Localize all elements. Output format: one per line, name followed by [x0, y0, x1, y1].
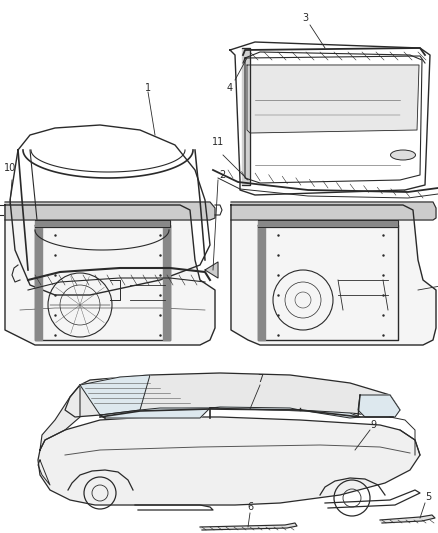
- Text: 9: 9: [370, 420, 376, 430]
- Polygon shape: [358, 395, 400, 417]
- Polygon shape: [247, 65, 419, 133]
- Polygon shape: [38, 417, 420, 505]
- Text: 3: 3: [302, 13, 308, 23]
- Polygon shape: [5, 202, 215, 220]
- Text: 1: 1: [145, 83, 151, 93]
- Polygon shape: [200, 523, 297, 530]
- Polygon shape: [40, 385, 80, 450]
- Polygon shape: [300, 410, 360, 418]
- Text: 7: 7: [257, 374, 263, 384]
- Text: 2: 2: [219, 170, 225, 180]
- Polygon shape: [258, 225, 265, 340]
- Polygon shape: [205, 262, 218, 278]
- Text: 10: 10: [4, 163, 16, 173]
- Polygon shape: [35, 220, 170, 227]
- Text: 6: 6: [247, 502, 253, 512]
- Polygon shape: [65, 373, 400, 417]
- Polygon shape: [163, 225, 170, 340]
- Polygon shape: [231, 202, 436, 220]
- Text: 4: 4: [227, 83, 233, 93]
- Polygon shape: [80, 375, 150, 415]
- Polygon shape: [210, 407, 300, 410]
- Polygon shape: [100, 408, 210, 418]
- Polygon shape: [5, 205, 215, 345]
- Ellipse shape: [391, 150, 416, 160]
- Text: 11: 11: [212, 137, 224, 147]
- Polygon shape: [35, 225, 42, 340]
- Polygon shape: [231, 205, 436, 345]
- Text: 5: 5: [425, 492, 431, 502]
- Polygon shape: [242, 48, 250, 185]
- Polygon shape: [258, 220, 398, 227]
- Polygon shape: [380, 515, 435, 523]
